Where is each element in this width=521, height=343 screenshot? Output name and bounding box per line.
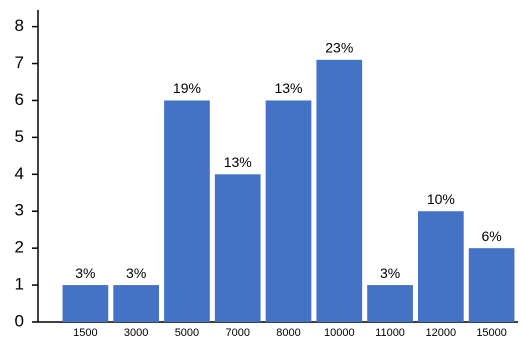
value-label: 10% [427,191,455,207]
bar [417,211,464,322]
value-label: 6% [481,228,501,244]
bar [468,248,515,322]
value-label: 19% [173,80,201,96]
x-tick-label: 12000 [426,327,457,338]
x-tick-label: 11000 [375,327,405,338]
x-tick-label: 3000 [124,327,148,338]
value-label: 3% [126,265,146,281]
x-tick-label: 5000 [175,327,199,338]
bar [367,285,413,322]
y-tick-label: 5 [15,127,24,146]
x-tick-label: 15000 [476,327,507,338]
value-label: 3% [75,265,95,281]
value-label: 23% [325,40,353,56]
y-tick-label: 1 [15,275,24,294]
bar [113,285,160,322]
x-tick-label: 8000 [276,327,300,338]
value-label: 3% [380,265,400,281]
x-tick-label: 1500 [73,327,97,338]
value-label: 13% [274,80,302,96]
y-tick-label: 3 [15,201,24,220]
y-tick-label: 6 [15,90,24,109]
y-tick-label: 0 [15,311,24,330]
x-tick-label: 7000 [225,327,249,338]
y-tick-label: 2 [15,238,24,257]
bar [164,100,210,322]
x-tick-label: 10000 [324,327,355,338]
bar [62,285,109,322]
bar [316,59,363,322]
y-tick-label: 4 [15,164,24,183]
value-label: 13% [224,154,252,170]
bar [265,100,312,322]
y-tick-label: 7 [15,53,24,72]
bar [214,174,261,322]
y-tick-label: 8 [15,16,24,35]
